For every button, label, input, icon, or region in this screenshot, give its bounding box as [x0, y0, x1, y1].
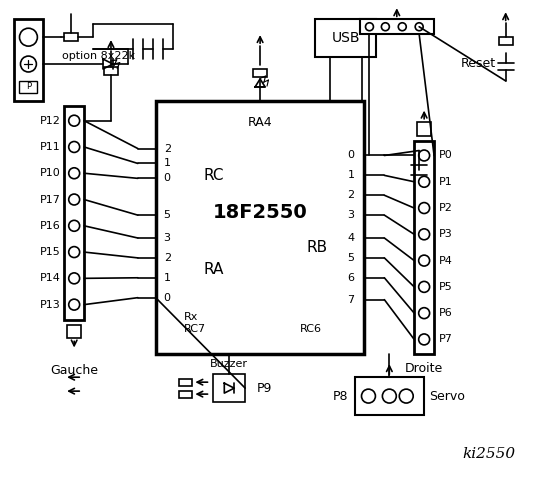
Text: 1: 1	[347, 170, 354, 180]
Text: P14: P14	[39, 273, 60, 283]
Text: P6: P6	[439, 308, 453, 318]
Bar	[13, 19, 43, 101]
Text: P10: P10	[39, 168, 60, 178]
Circle shape	[69, 168, 80, 179]
Text: Reset: Reset	[461, 57, 496, 70]
Bar	[253, 69, 267, 77]
Text: 2: 2	[347, 190, 354, 200]
Text: P7: P7	[439, 335, 453, 345]
Bar	[156, 101, 364, 354]
Text: P3: P3	[439, 229, 453, 240]
Bar	[359, 19, 434, 34]
Circle shape	[399, 389, 413, 403]
Bar	[315, 19, 377, 57]
Bar	[19, 81, 38, 93]
Text: 0: 0	[164, 293, 171, 303]
Text: P12: P12	[39, 116, 60, 126]
Text: P15: P15	[39, 247, 60, 257]
Text: Droite: Droite	[405, 362, 444, 375]
Circle shape	[69, 115, 80, 126]
Circle shape	[19, 28, 38, 46]
Circle shape	[419, 176, 430, 187]
Text: P9: P9	[257, 382, 273, 395]
Circle shape	[366, 23, 373, 31]
Bar	[104, 67, 118, 75]
Bar	[354, 377, 424, 415]
Text: Servo: Servo	[429, 390, 465, 403]
Text: RC: RC	[204, 168, 224, 183]
Circle shape	[69, 299, 80, 310]
Text: 7: 7	[347, 295, 354, 305]
Text: RA4: RA4	[248, 116, 273, 129]
Circle shape	[382, 23, 389, 31]
Circle shape	[419, 255, 430, 266]
Text: P11: P11	[39, 142, 60, 152]
Text: Rx: Rx	[184, 312, 198, 322]
Bar	[213, 374, 245, 402]
Circle shape	[419, 308, 430, 319]
Text: P4: P4	[439, 255, 453, 265]
Circle shape	[419, 203, 430, 214]
Text: RB: RB	[307, 240, 328, 255]
Circle shape	[419, 334, 430, 345]
Text: 2: 2	[164, 253, 171, 263]
Text: P8: P8	[333, 390, 348, 403]
Circle shape	[69, 194, 80, 205]
Text: 5: 5	[164, 210, 171, 220]
Text: 4: 4	[347, 233, 354, 243]
Text: 5: 5	[347, 253, 354, 263]
Circle shape	[419, 150, 430, 161]
Bar	[179, 391, 192, 397]
Bar	[499, 37, 513, 45]
Text: RA: RA	[204, 263, 224, 277]
Text: 3: 3	[164, 233, 171, 243]
Bar	[417, 122, 431, 136]
Bar	[64, 33, 78, 41]
Text: 6: 6	[347, 273, 354, 283]
Text: option 8x22k: option 8x22k	[62, 51, 135, 61]
Text: P5: P5	[439, 282, 453, 292]
Text: ki2550: ki2550	[462, 447, 515, 461]
Text: 0: 0	[164, 173, 171, 183]
Circle shape	[69, 247, 80, 258]
Circle shape	[419, 281, 430, 292]
Circle shape	[69, 142, 80, 153]
Text: 18F2550: 18F2550	[213, 203, 307, 222]
Circle shape	[419, 229, 430, 240]
Text: P13: P13	[39, 300, 60, 310]
Text: RC7: RC7	[184, 324, 206, 335]
Text: P2: P2	[439, 203, 453, 213]
Text: P16: P16	[39, 221, 60, 231]
Text: 2: 2	[164, 144, 171, 154]
Circle shape	[415, 23, 423, 31]
Text: P0: P0	[439, 151, 453, 160]
Text: Buzzer: Buzzer	[210, 359, 248, 369]
Text: P17: P17	[39, 194, 60, 204]
Text: 3: 3	[347, 210, 354, 220]
Bar	[67, 324, 81, 338]
Circle shape	[398, 23, 406, 31]
Bar	[179, 379, 192, 385]
Text: Gauche: Gauche	[50, 364, 98, 377]
Text: RC6: RC6	[300, 324, 322, 335]
Text: P: P	[26, 83, 31, 91]
Text: USB: USB	[331, 31, 360, 45]
Bar	[414, 141, 434, 354]
Bar	[64, 106, 84, 320]
Text: P1: P1	[439, 177, 453, 187]
Circle shape	[69, 273, 80, 284]
Text: 1: 1	[164, 158, 171, 168]
Circle shape	[362, 389, 375, 403]
Text: 0: 0	[347, 151, 354, 160]
Circle shape	[20, 56, 36, 72]
Circle shape	[69, 220, 80, 231]
Text: 1: 1	[164, 273, 171, 283]
Circle shape	[382, 389, 397, 403]
